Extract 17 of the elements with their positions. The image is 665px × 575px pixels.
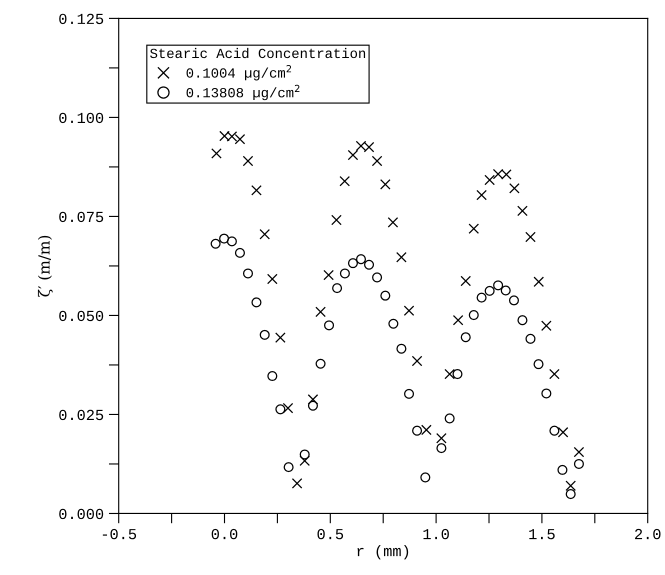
legend-title: Stearic Acid Concentration: [150, 48, 366, 58]
legend-label: 0.13808 µg/cm$^{2}$: [186, 84, 300, 100]
y-axis-title: ζ′ (m/m): [38, 236, 53, 297]
y-tick-label: 0.000: [59, 508, 104, 520]
y-tick-label: 0.125: [59, 14, 104, 24]
y-tick-label: 0.025: [59, 410, 104, 420]
x-tick-label: 2.0: [635, 528, 661, 540]
x-axis-title: r (mm): [358, 545, 408, 560]
y-tick-label: 0.075: [59, 212, 104, 222]
x-tick-label: 0.0: [212, 528, 238, 540]
legend-label: 0.1004 µg/cm$^{2}$: [186, 65, 292, 80]
y-tick-label: 0.100: [59, 112, 104, 124]
x-tick-label: 1.0: [423, 528, 449, 540]
y-tick-label: 0.050: [59, 310, 104, 322]
x-tick-label: 1.5: [529, 529, 555, 540]
x-tick-label: 0.5: [317, 528, 344, 540]
x-tick-label: -0.5: [102, 528, 136, 540]
